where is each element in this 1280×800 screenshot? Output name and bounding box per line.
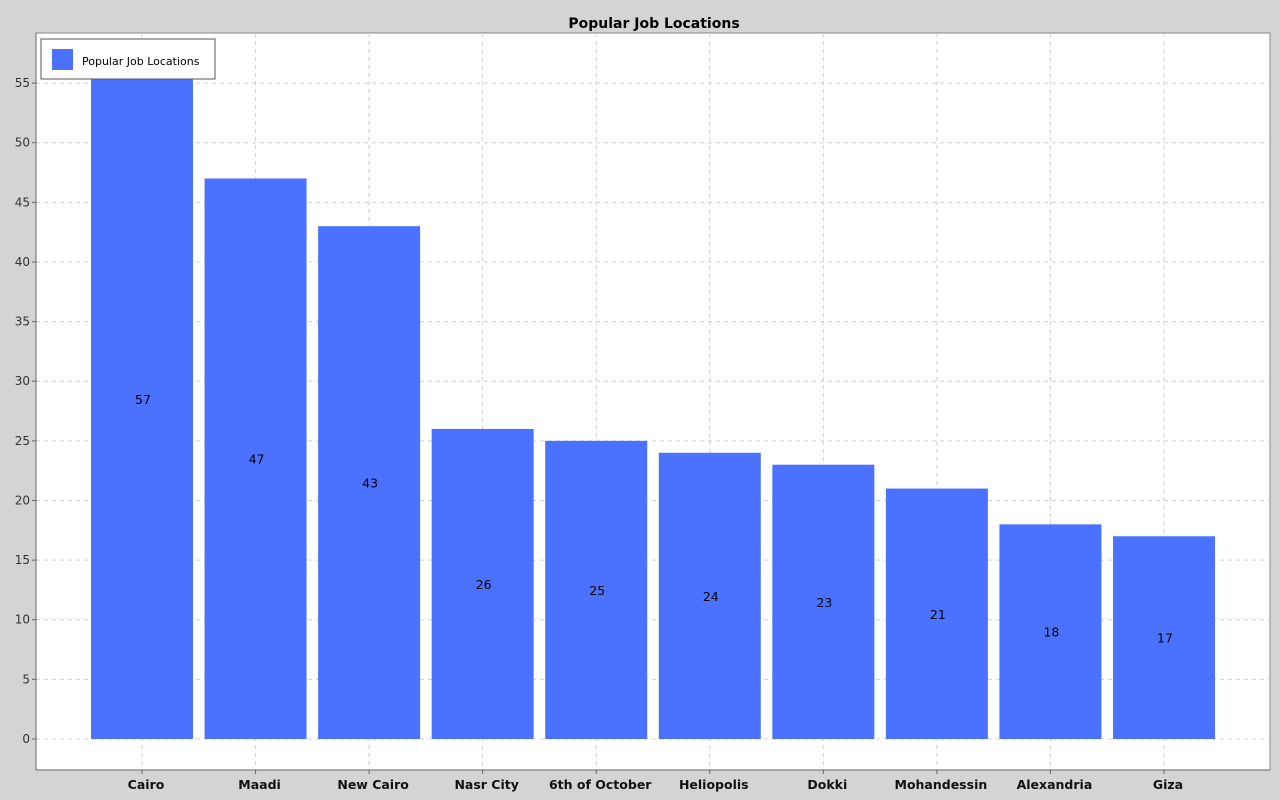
bar-value-label: 18: [1043, 625, 1059, 640]
bar-value-label: 21: [930, 607, 946, 622]
legend-swatch: [52, 49, 73, 70]
bar: [885, 488, 988, 739]
bar-value-label: 43: [362, 476, 378, 491]
bar: [318, 226, 421, 739]
bar-value-label: 23: [816, 595, 832, 610]
x-tick-label: Maadi: [238, 777, 281, 792]
bar: [204, 178, 307, 739]
bar-value-label: 57: [135, 392, 151, 407]
bar-value-label: 26: [476, 577, 492, 592]
x-tick-label: Mohandessin: [895, 777, 988, 792]
y-axis: 0 5 10 15 20 25 30 35 40 45 50 55: [15, 33, 37, 770]
bar-value-label: 17: [1157, 631, 1173, 646]
bar: [999, 524, 1102, 739]
bar: [1113, 536, 1215, 739]
x-tick-label: Dokki: [807, 777, 847, 792]
y-tick-label: 55: [15, 76, 30, 90]
bar: [91, 59, 193, 739]
bar: [545, 440, 648, 739]
x-tick-label: Giza: [1153, 777, 1183, 792]
bar: [658, 452, 761, 739]
legend-label: Popular Job Locations: [82, 55, 200, 68]
bar-value-label: 24: [703, 589, 719, 604]
data-labels: 57 47 43 26 25 24 23 21 18 17: [135, 392, 1173, 646]
legend: Popular Job Locations: [40, 38, 216, 80]
x-tick-label: Cairo: [128, 777, 165, 792]
y-tick-label: 40: [15, 255, 30, 269]
x-tick-label: 6th of October: [549, 777, 652, 792]
y-tick-label: 30: [15, 374, 30, 388]
x-axis: Cairo Maadi New Cairo Nasr City 6th of Octob…: [36, 769, 1270, 792]
y-tick-label: 35: [15, 315, 30, 329]
y-tick-label: 50: [15, 136, 30, 150]
y-tick-label: 45: [15, 195, 30, 209]
chart-title: Popular Job Locations: [568, 16, 739, 32]
bar: [431, 428, 534, 739]
y-tick-label: 20: [15, 493, 30, 507]
y-tick-label: 15: [15, 553, 30, 567]
bar-value-label: 25: [589, 583, 605, 598]
y-tick-label: 0: [22, 732, 30, 746]
y-tick-label: 25: [15, 434, 30, 448]
y-tick-label: 5: [22, 672, 30, 686]
bar: [772, 464, 875, 739]
bars: [91, 59, 1215, 739]
x-tick-label: New Cairo: [337, 777, 409, 792]
x-tick-label: Heliopolis: [679, 777, 749, 792]
x-tick-label: Nasr City: [454, 777, 518, 792]
x-tick-label: Alexandria: [1017, 777, 1093, 792]
bar-value-label: 47: [249, 452, 265, 467]
y-tick-label: 10: [15, 613, 30, 627]
